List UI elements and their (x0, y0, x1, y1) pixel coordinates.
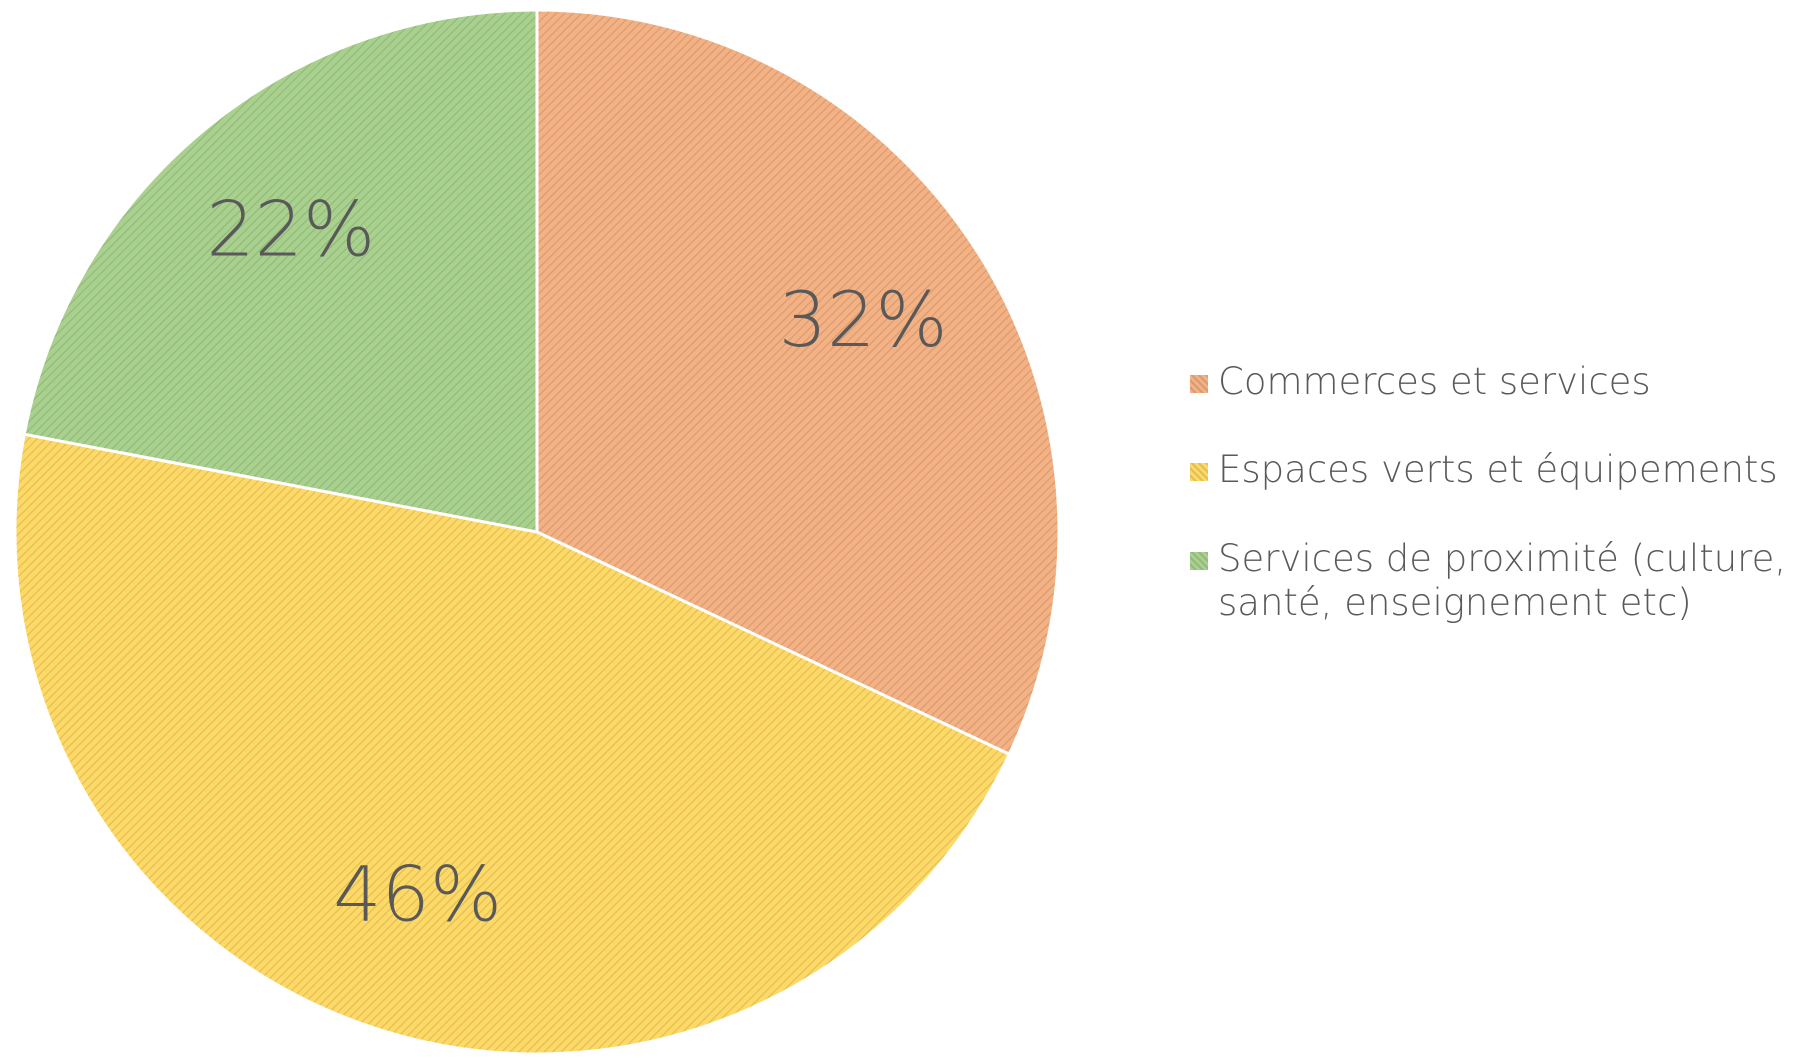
data-label: 32% (779, 275, 948, 364)
legend-item: Commerces et services (1190, 360, 1790, 404)
legend-item: Espaces verts et équipements (1190, 448, 1790, 492)
legend-swatch (1190, 463, 1208, 482)
pie-slice (13, 432, 1012, 1056)
legend-label: Commerces et services (1218, 360, 1651, 403)
legend-swatch (1190, 551, 1208, 570)
data-label: 46% (333, 849, 502, 938)
legend-label: Espaces verts et équipements (1218, 448, 1778, 492)
legend-label: Services de proximité (culture, santé, e… (1218, 536, 1787, 625)
legend: Commerces et services Espaces verts et éq… (1190, 360, 1790, 670)
data-label: 22% (206, 184, 375, 273)
legend-item: Services de proximité (culture, santé, e… (1190, 537, 1790, 626)
pie-slice (22, 8, 539, 534)
pie-slice (535, 8, 1061, 757)
legend-swatch (1190, 375, 1208, 393)
